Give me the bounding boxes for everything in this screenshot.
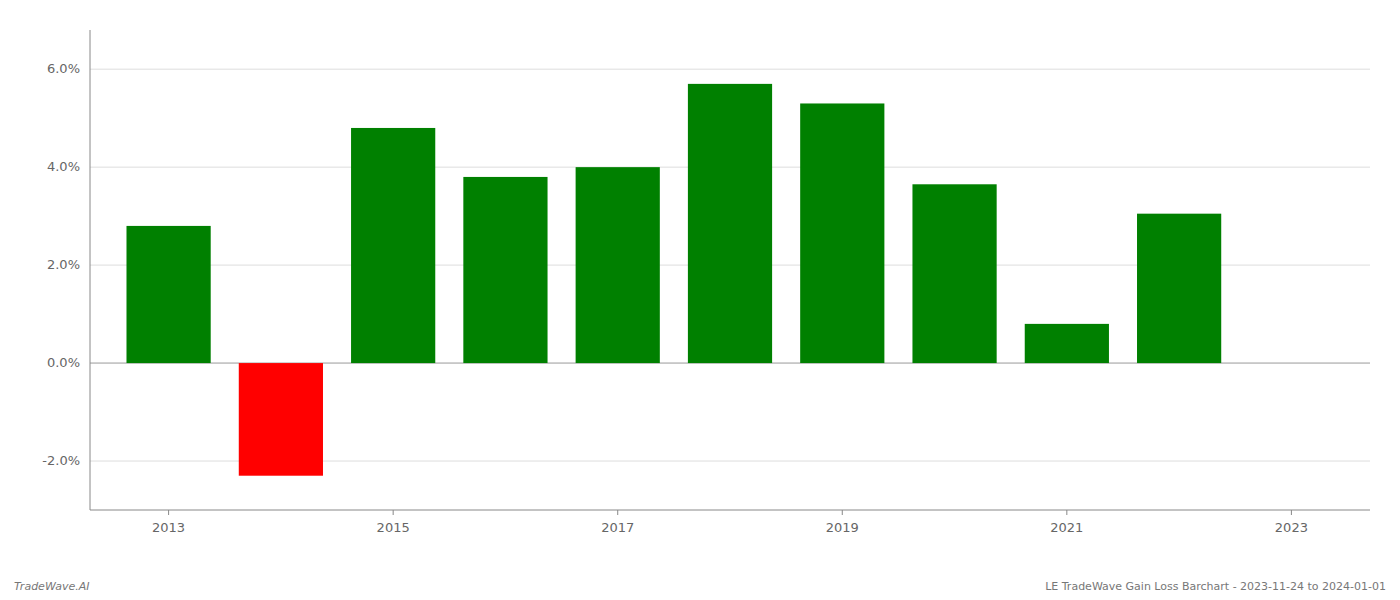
footer: TradeWave.AI LE TradeWave Gain Loss Barch… [14,580,1386,593]
tick-labels: -2.0% 0.0% 2.0% 4.0% 6.0% 2013 2015 2017 2019 202… [42,61,1308,535]
x-tick-label: 2023 [1275,520,1308,535]
y-tick-label: 2.0% [47,257,80,272]
bar [1025,324,1109,363]
y-axis-line [90,30,91,510]
x-tick [393,510,394,515]
x-tick-label: 2015 [377,520,410,535]
bar [1137,214,1221,363]
bar [126,226,210,363]
bar [800,103,884,363]
bar [463,177,547,363]
bar [576,167,660,363]
y-tick-label: 4.0% [47,159,80,174]
footer-right: LE TradeWave Gain Loss Barchart - 2023-1… [1045,580,1386,593]
bar [351,128,435,363]
x-tick-label: 2021 [1050,520,1083,535]
x-tick [1291,510,1292,515]
x-axis-line [90,510,1370,511]
bar [688,84,772,363]
chart: -2.0% 0.0% 2.0% 4.0% 6.0% 2013 2015 2017 2019 202… [0,0,1400,600]
x-tick [1066,510,1067,515]
x-tick-label: 2017 [601,520,634,535]
y-tick-label: 0.0% [47,355,80,370]
grid-line [90,69,1370,70]
x-tick-label: 2013 [152,520,185,535]
bars [126,84,1221,476]
x-tick-label: 2019 [826,520,859,535]
axes [90,30,1370,515]
x-tick [842,510,843,515]
bar [912,184,996,363]
x-tick [168,510,169,515]
y-tick-label: 6.0% [47,61,80,76]
footer-left: TradeWave.AI [14,580,89,593]
x-tick [617,510,618,515]
y-tick-label: -2.0% [42,453,80,468]
bar [239,363,323,476]
